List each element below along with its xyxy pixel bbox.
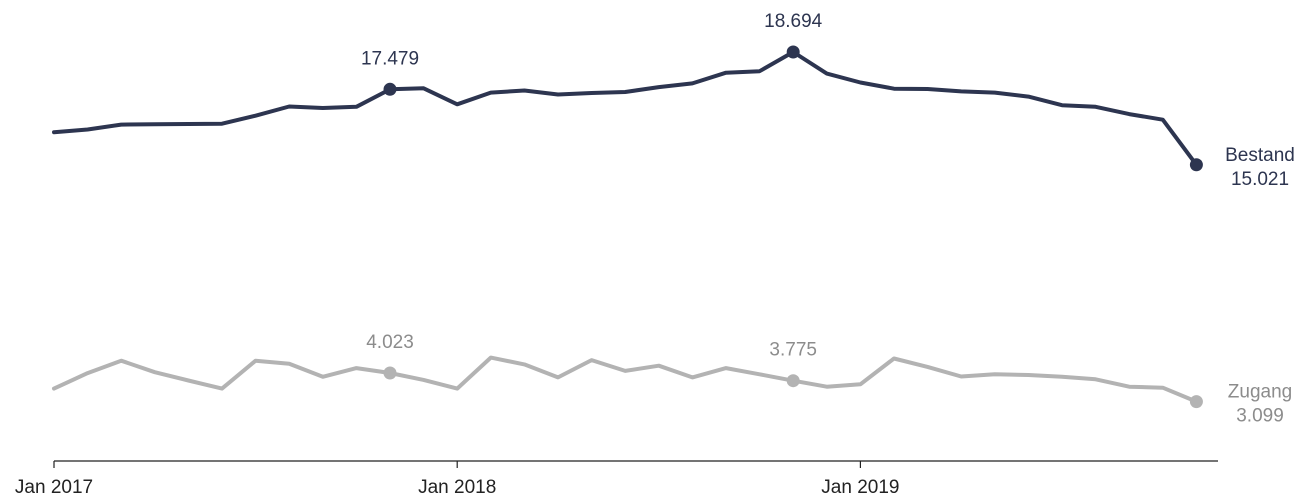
bestand-line — [52, 50, 1199, 167]
zugang-series-name-label: Zugang — [1228, 382, 1292, 403]
series-layer: 17.479 18.694 Bestand 15.021 4.023 3.775 Zugan… — [52, 11, 1295, 427]
zugang-point-marker — [786, 374, 800, 388]
bestand-data-label: 17.479 — [361, 48, 419, 69]
zugang-end-value-label: 3.099 — [1236, 406, 1284, 427]
zugang-data-label: 4.023 — [366, 332, 414, 353]
x-axis-tick-label: Jan 2018 — [418, 477, 496, 494]
x-axis-tick-label: Jan 2019 — [821, 477, 899, 494]
zugang-point-marker — [383, 366, 397, 380]
x-axis: Jan 2017 Jan 2018 Jan 2019 — [15, 460, 1218, 494]
bestand-point-marker — [383, 82, 397, 96]
zugang-data-label: 3.775 — [769, 340, 817, 361]
bestand-data-label: 18.694 — [764, 11, 823, 32]
zugang-point-marker — [1189, 395, 1203, 409]
zugang-line — [52, 355, 1199, 404]
x-axis-tick-label: Jan 2017 — [15, 477, 93, 494]
bestand-point-marker — [1189, 158, 1203, 172]
bestand-point-marker — [786, 45, 800, 59]
bestand-end-value-label: 15.021 — [1231, 169, 1289, 190]
bestand-series-name-label: Bestand — [1225, 145, 1295, 166]
